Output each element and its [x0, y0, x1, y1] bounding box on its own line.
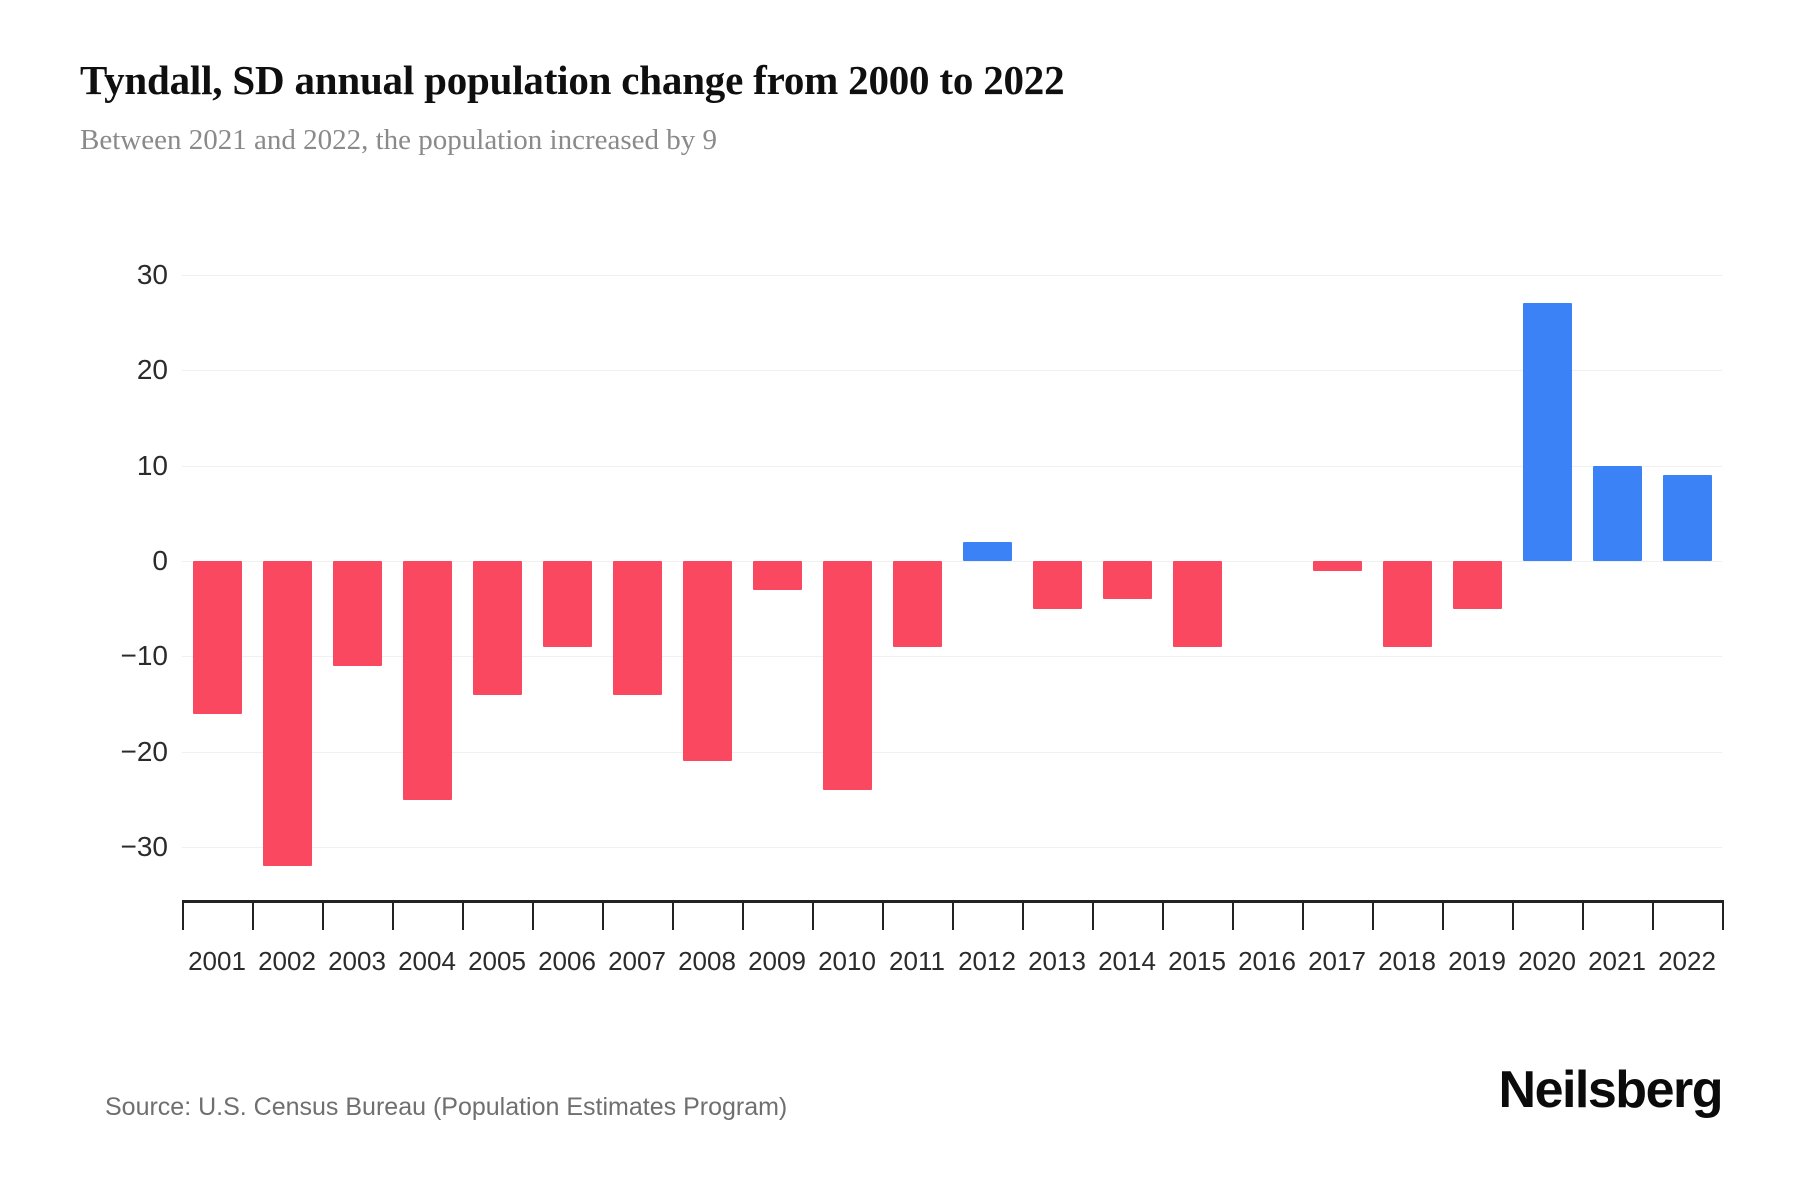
x-tick-label-2020: 2020 [1518, 946, 1576, 976]
x-axis-tick [532, 900, 534, 930]
bar-2009[interactable] [752, 561, 802, 590]
x-tick-label-2019: 2019 [1448, 946, 1506, 976]
y-tick-label: 0 [152, 545, 168, 576]
x-tick-label-2005: 2005 [468, 946, 526, 976]
x-axis-tick [1652, 900, 1654, 930]
y-tick-label: 30 [136, 258, 168, 290]
bar-2006[interactable] [542, 561, 592, 647]
gridline-30 [182, 274, 1722, 276]
x-tick-label-2018: 2018 [1378, 946, 1436, 976]
y-tick-label: 10 [136, 449, 168, 481]
bar-2022[interactable] [1662, 475, 1712, 561]
x-tick-label-2017: 2017 [1308, 946, 1366, 976]
x-axis-line [182, 900, 1722, 903]
brand-logo: Neilsberg [1498, 1061, 1724, 1119]
page-title: Tyndall, SD annual population change fro… [80, 57, 1065, 103]
x-tick-label-2012: 2012 [958, 946, 1016, 976]
x-axis-tick [1582, 900, 1584, 930]
x-axis-tick [392, 900, 394, 930]
x-axis-tick [462, 900, 464, 930]
x-axis-tick [322, 900, 324, 930]
x-tick-label-2015: 2015 [1168, 946, 1226, 976]
bar-2019[interactable] [1452, 561, 1502, 609]
gridline-0 [182, 561, 1722, 562]
x-axis-tick [252, 900, 254, 930]
x-axis-tick [742, 900, 744, 930]
bar-2007[interactable] [612, 561, 662, 695]
x-axis-tick [602, 900, 604, 930]
x-tick-label-2008: 2008 [678, 946, 736, 976]
bar-2018[interactable] [1382, 561, 1432, 647]
chart-header: Tyndall, SD annual population change fro… [80, 54, 1720, 160]
bar-2021[interactable] [1592, 465, 1642, 561]
x-axis-tick [672, 900, 674, 930]
x-axis-tick [1092, 900, 1094, 930]
y-tick-label: −30 [120, 831, 169, 863]
gridline-10 [182, 465, 1722, 467]
x-axis-tick [1022, 900, 1024, 930]
x-axis-tick [1372, 900, 1374, 930]
bar-2012[interactable] [962, 541, 1012, 561]
gridline-neg10 [182, 656, 1722, 658]
x-tick-label-2006: 2006 [538, 946, 596, 976]
bar-2015[interactable] [1172, 561, 1222, 647]
x-tick-label-2022: 2022 [1658, 946, 1716, 976]
bar-2002[interactable] [262, 561, 312, 867]
bar-2020[interactable] [1522, 303, 1572, 561]
y-tick-label: −20 [120, 735, 169, 767]
x-axis-tick [812, 900, 814, 930]
chart-subtitle: Between 2021 and 2022, the population in… [80, 124, 718, 156]
bar-2014[interactable] [1102, 561, 1152, 600]
x-axis-tick [1512, 900, 1514, 930]
x-tick-label-2003: 2003 [328, 946, 386, 976]
bar-2011[interactable] [892, 561, 942, 647]
x-axis-tick [1302, 900, 1304, 930]
x-axis-tick [1162, 900, 1164, 930]
x-tick-label-2004: 2004 [398, 946, 456, 976]
x-tick-label-2021: 2021 [1588, 946, 1646, 976]
gridline-neg20 [182, 751, 1722, 753]
source-note: Source: U.S. Census Bureau (Population E… [105, 1093, 788, 1121]
x-tick-label-2001: 2001 [188, 946, 246, 976]
x-tick-label-2007: 2007 [608, 946, 666, 976]
x-tick-label-2014: 2014 [1098, 946, 1156, 976]
x-tick-label-2010: 2010 [818, 946, 876, 976]
y-tick-label: −10 [120, 640, 169, 672]
bar-2005[interactable] [472, 561, 522, 695]
gridline-neg30 [182, 847, 1722, 849]
x-tick-label-2009: 2009 [748, 946, 806, 976]
x-axis-tick [882, 900, 884, 930]
bar-2001[interactable] [192, 561, 242, 714]
bar-2004[interactable] [402, 561, 452, 800]
x-axis-tick [1722, 900, 1724, 930]
x-axis-tick [1232, 900, 1234, 930]
x-tick-label-2016: 2016 [1238, 946, 1296, 976]
x-tick-label-2002: 2002 [258, 946, 316, 976]
bar-2010[interactable] [822, 561, 872, 790]
bar-2008[interactable] [682, 561, 732, 762]
x-axis-tick [952, 900, 954, 930]
x-tick-label-2013: 2013 [1028, 946, 1086, 976]
x-axis-tick [1442, 900, 1444, 930]
x-tick-label-2011: 2011 [889, 946, 945, 976]
bar-2017[interactable] [1312, 561, 1362, 571]
x-axis-tick [182, 900, 184, 930]
y-tick-label: 20 [136, 354, 168, 386]
bar-2013[interactable] [1032, 561, 1082, 609]
gridline-20 [182, 370, 1722, 372]
bar-2003[interactable] [332, 561, 382, 666]
